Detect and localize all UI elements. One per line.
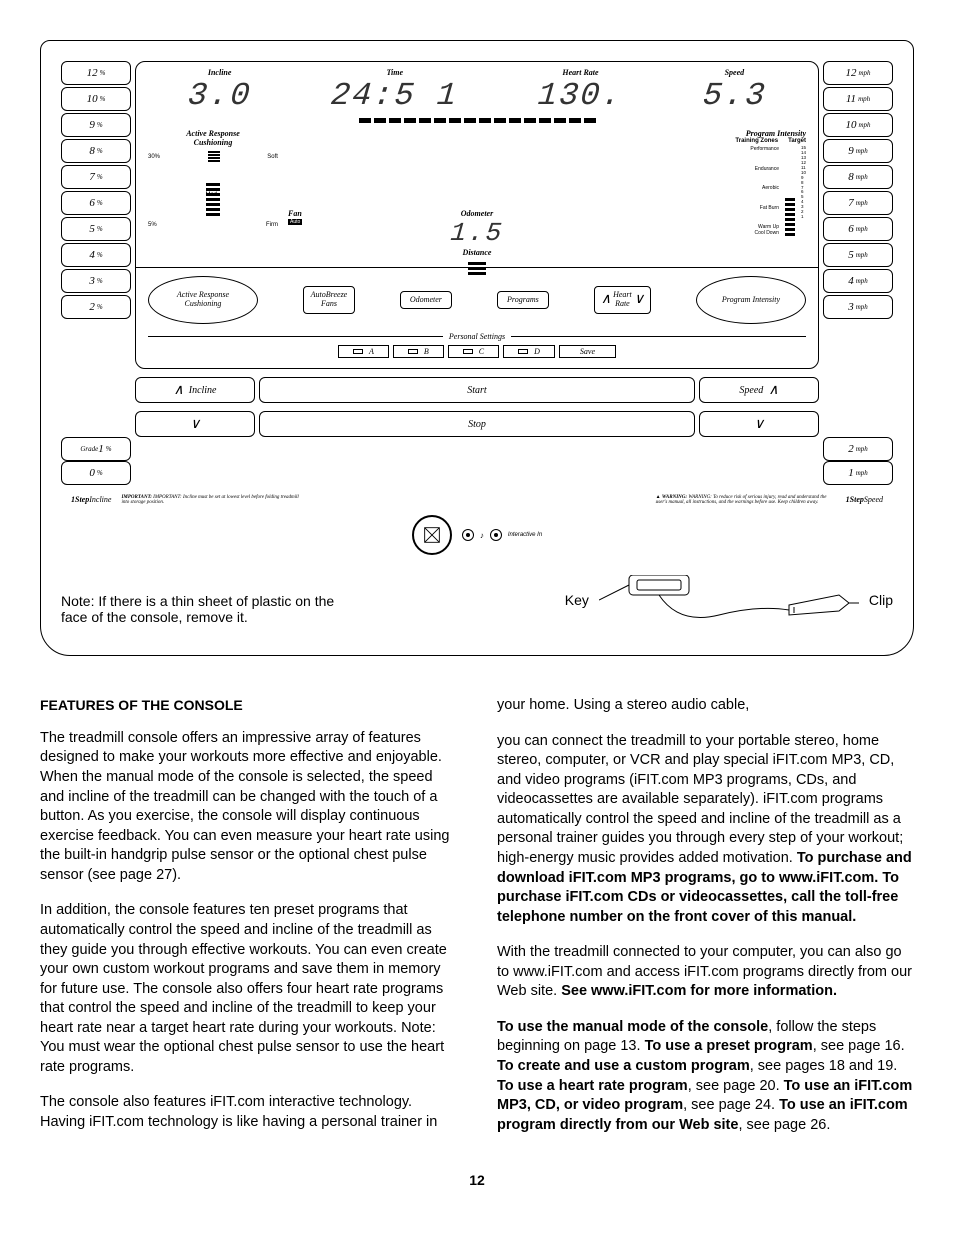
speed-preset-button[interactable]: 4mph: [823, 269, 893, 293]
function-buttons: Active ResponseCushioning AutoBreeze Fan…: [148, 276, 806, 324]
emblem-icon: [412, 515, 452, 555]
audio-jacks: ♪ Interactive In: [61, 515, 893, 555]
speed-column: 12mph11mph10mph9mph8mph7mph6mph5mph4mph3…: [823, 61, 893, 437]
incline-display: Incline 3.0: [188, 68, 252, 114]
important-note: IMPORTANT: IMPORTANT: Incline must be se…: [121, 495, 301, 505]
incline-preset-button[interactable]: 7%: [61, 165, 131, 189]
incline-preset-button[interactable]: 0%: [61, 461, 131, 485]
programs-button[interactable]: Programs: [497, 291, 549, 310]
speed-preset-button[interactable]: 10mph: [823, 113, 893, 137]
odometer-button[interactable]: Odometer: [400, 291, 452, 310]
zone-label: Fat Burn: [750, 205, 779, 211]
display-panel: Incline 3.0 Time 24:5 1 Heart Rate 130. …: [135, 61, 819, 369]
incline-preset-button[interactable]: Grade 1%: [61, 437, 131, 461]
incline-column: 12%10%9%8%7%6%5%4%3%2%: [61, 61, 131, 437]
incline-preset-button[interactable]: 3%: [61, 269, 131, 293]
zone-label: Warm Up Cool Down: [750, 224, 779, 236]
incline-preset-button[interactable]: 2%: [61, 295, 131, 319]
intensity-button[interactable]: Program Intensity: [696, 276, 806, 324]
personal-slot-button[interactable]: C: [448, 345, 499, 358]
warning-note: ▲ WARNING: WARNING: To reduce risk of se…: [656, 495, 836, 505]
speed-preset-button[interactable]: 3mph: [823, 295, 893, 319]
personal-slot-button[interactable]: A: [338, 345, 389, 358]
incline-preset-button[interactable]: 9%: [61, 113, 131, 137]
onestep-incline-label: 1StepIncline: [71, 495, 111, 504]
speed-preset-button[interactable]: 2mph: [823, 437, 893, 461]
zone-label: Performance: [750, 146, 779, 152]
time-display: Time 24:5 1: [331, 68, 458, 114]
incline-preset-button[interactable]: 12%: [61, 61, 131, 85]
paragraph: The treadmill console offers an impressi…: [40, 729, 457, 886]
speed-display: Speed 5.3: [703, 68, 767, 114]
speed-preset-button[interactable]: 9mph: [823, 139, 893, 163]
article-body: FEATURES OF THE CONSOLE The treadmill co…: [40, 696, 914, 1142]
fan-display: Fan Auto: [288, 209, 302, 225]
intensity-display: Program Intensity Training ZonesTarget P…: [666, 129, 806, 259]
speed-preset-button[interactable]: 11mph: [823, 87, 893, 111]
console-note: Note: If there is a thin sheet of plasti…: [61, 593, 361, 625]
speed-preset-button[interactable]: 7mph: [823, 191, 893, 215]
paragraph: To use the manual mode of the console, f…: [497, 1018, 914, 1135]
odometer-display: Odometer 1.5 Distance: [417, 209, 537, 275]
autobreeze-button[interactable]: AutoBreeze Fans: [303, 286, 355, 314]
personal-slot-button[interactable]: D: [503, 345, 555, 358]
key-clip-diagram: [599, 575, 859, 625]
key-label: Key: [565, 592, 589, 608]
page-number: 12: [40, 1172, 914, 1188]
track-dashes: [148, 118, 806, 123]
incline-preset-button[interactable]: 10%: [61, 87, 131, 111]
heartrate-display: Heart Rate 130.: [538, 68, 623, 114]
console-diagram: 12%10%9%8%7%6%5%4%3%2% Incline 3.0 Time …: [40, 40, 914, 656]
interactive-jack-icon: [490, 529, 502, 541]
audio-jack-icon: [462, 529, 474, 541]
speed-preset-button[interactable]: 8mph: [823, 165, 893, 189]
speed-preset-button[interactable]: 6mph: [823, 217, 893, 241]
incline-preset-button[interactable]: 5%: [61, 217, 131, 241]
speed-preset-button[interactable]: 5mph: [823, 243, 893, 267]
cushioning-display: Active Response Cushioning 30% Soft 5%: [148, 129, 278, 259]
paragraph: With the treadmill connected to your com…: [497, 943, 914, 1002]
paragraph: In addition, the console features ten pr…: [40, 901, 457, 1077]
clip-label: Clip: [869, 592, 893, 608]
zone-label: Endurance: [750, 166, 779, 172]
speed-up-button[interactable]: Speed ∧: [699, 377, 819, 403]
start-button[interactable]: Start: [259, 377, 695, 403]
speed-preset-button[interactable]: 12mph: [823, 61, 893, 85]
level-label: 1: [801, 215, 806, 220]
personal-slot-button[interactable]: B: [393, 345, 444, 358]
cushioning-button[interactable]: Active ResponseCushioning: [148, 276, 258, 324]
personal-settings: ABCD Save: [148, 345, 806, 358]
speed-preset-button[interactable]: 1mph: [823, 461, 893, 485]
incline-preset-button[interactable]: 4%: [61, 243, 131, 267]
incline-down-button[interactable]: ∨: [135, 411, 255, 437]
speed-down-button[interactable]: ∨: [699, 411, 819, 437]
onestep-speed-label: 1StepSpeed: [846, 495, 883, 504]
incline-preset-button[interactable]: 6%: [61, 191, 131, 215]
incline-up-button[interactable]: ∧ Incline: [135, 377, 255, 403]
article-heading: FEATURES OF THE CONSOLE: [40, 696, 457, 715]
incline-preset-button[interactable]: 8%: [61, 139, 131, 163]
paragraph: you can connect the treadmill to your po…: [497, 732, 914, 928]
save-button[interactable]: Save: [559, 345, 616, 358]
stop-button[interactable]: Stop: [259, 411, 695, 437]
heartrate-button[interactable]: ∧Heart Rate∨: [594, 286, 651, 314]
zone-label: Aerobic: [750, 185, 779, 191]
